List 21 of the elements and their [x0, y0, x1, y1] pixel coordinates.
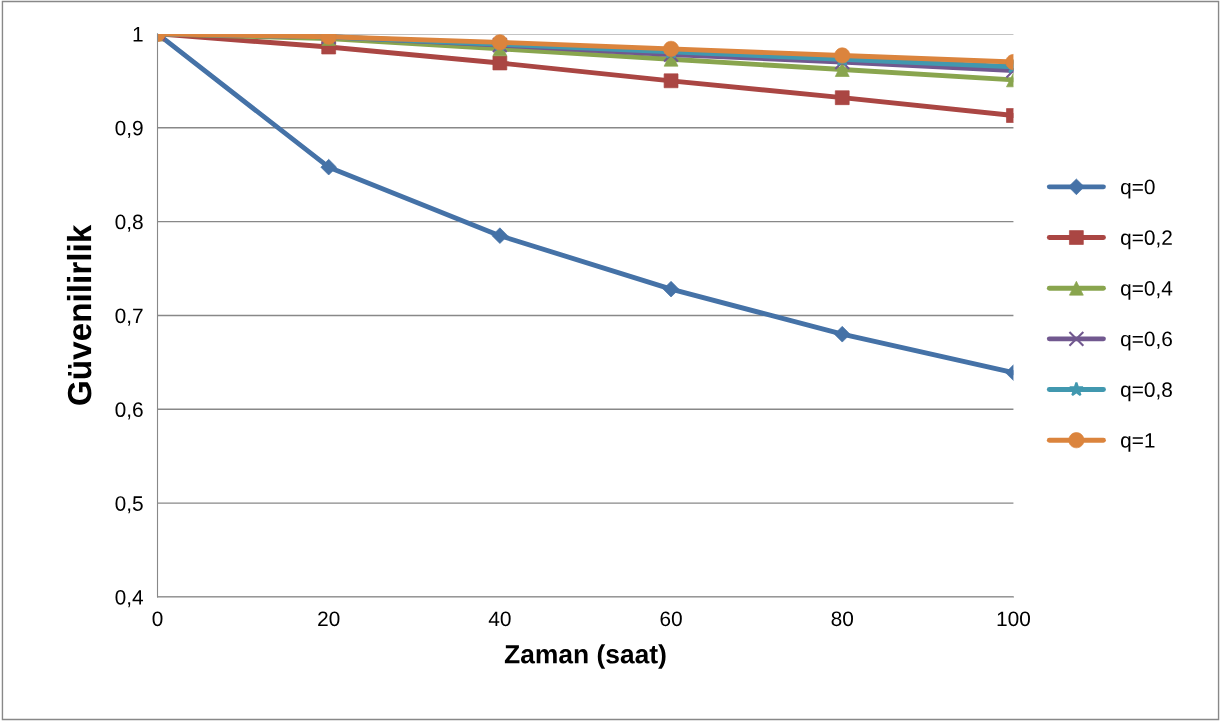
legend-label: q=1	[1121, 433, 1155, 452]
legend-label: q=0,6	[1121, 331, 1172, 351]
legend-label: q=0	[1121, 179, 1155, 199]
y-tick-label: 0,9	[115, 120, 143, 138]
y-tick-label: 0,5	[115, 496, 143, 514]
y-tick-label: 0,6	[115, 402, 143, 420]
x-tick-label: 0	[152, 611, 163, 627]
y-tick-label: 0,7	[115, 308, 143, 326]
y-tick-label: 0,4	[115, 589, 144, 608]
y-tick-label: 1	[133, 27, 143, 42]
x-tick-label: 20	[318, 611, 340, 627]
legend-label: q=0,2	[1121, 230, 1172, 250]
x-tick-label: 40	[488, 611, 511, 627]
y-axis-title: Güvenilirlik	[66, 224, 92, 405]
x-axis-title: Zaman (saat)	[504, 644, 666, 669]
x-tick-label: 100	[997, 611, 1030, 627]
legend-label: q=0,8	[1121, 382, 1172, 402]
legend-label: q=0,4	[1121, 280, 1173, 300]
x-tick-label: 80	[831, 611, 854, 627]
y-tick-label: 0,8	[115, 214, 143, 232]
x-tick-label: 60	[660, 611, 682, 627]
